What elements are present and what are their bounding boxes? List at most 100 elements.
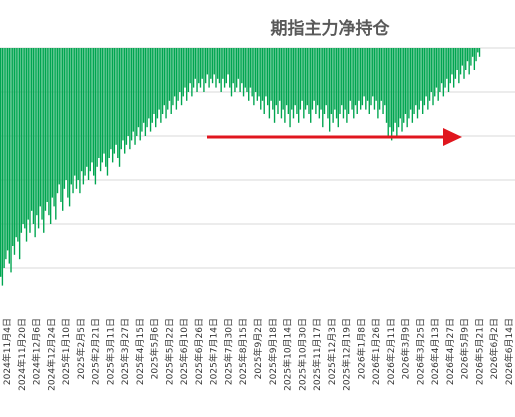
- bar: [279, 48, 281, 101]
- bar: [456, 48, 458, 70]
- bar: [179, 48, 181, 92]
- bar: [132, 48, 135, 132]
- bar: [356, 48, 358, 114]
- bar: [444, 48, 446, 88]
- bar: [325, 48, 327, 106]
- bar: [446, 48, 448, 79]
- bar: [86, 48, 88, 167]
- x-tick-label: 2025年5月22日: [163, 318, 175, 385]
- bar: [341, 48, 343, 106]
- bar: [110, 48, 112, 150]
- bar: [287, 48, 290, 114]
- bar: [8, 48, 10, 264]
- bar: [428, 48, 431, 101]
- bar: [280, 48, 283, 119]
- bar: [390, 48, 393, 141]
- bar: [124, 48, 126, 154]
- bar: [268, 48, 271, 119]
- bar: [301, 48, 303, 101]
- bars: [0, 48, 481, 286]
- bar: [34, 48, 36, 238]
- bar: [432, 48, 434, 106]
- bar: [1, 48, 4, 286]
- bar: [440, 48, 443, 84]
- bar: [139, 48, 141, 141]
- bar: [192, 48, 195, 88]
- bar: [117, 48, 119, 158]
- bar: [263, 48, 265, 114]
- bar: [51, 48, 54, 198]
- bar: [335, 48, 338, 119]
- bar: [277, 48, 279, 114]
- bar: [466, 48, 469, 62]
- bar: [12, 48, 14, 246]
- bar: [385, 48, 388, 123]
- bar: [375, 48, 377, 101]
- bar: [306, 48, 308, 106]
- bar: [101, 48, 103, 163]
- x-tick-label: 2026年5月9日: [459, 318, 471, 379]
- x-tick-label: 2024年12月6日: [31, 318, 43, 385]
- bar: [351, 48, 353, 110]
- bar: [105, 48, 107, 167]
- bar: [168, 48, 171, 101]
- x-tick-label: 2025年6月10日: [178, 318, 190, 385]
- x-tick-label: 2024年12月24日: [45, 318, 57, 391]
- bar: [235, 48, 238, 88]
- bar: [478, 48, 481, 57]
- bar: [323, 48, 326, 114]
- bar: [260, 48, 262, 110]
- bar: [125, 48, 128, 145]
- bar: [29, 48, 31, 233]
- bar: [344, 48, 346, 110]
- bar: [234, 48, 236, 92]
- bar: [239, 48, 241, 92]
- bar: [199, 48, 202, 88]
- bar: [215, 48, 217, 88]
- bar: [246, 48, 248, 92]
- x-tick-label: 2026年4月13日: [429, 318, 441, 385]
- bar: [406, 48, 408, 128]
- x-axis-labels: 2024年11月4日 2024年11月20日 2024年12月6日 2024年12月2…: [1, 318, 515, 391]
- bar: [437, 48, 439, 101]
- x-tick-label: 2026年6月14日: [503, 318, 515, 385]
- x-tick-label: 2025年9月2日: [252, 318, 264, 379]
- bar: [89, 48, 91, 172]
- bar: [18, 48, 21, 260]
- bar: [46, 48, 48, 202]
- bar: [354, 48, 357, 106]
- bar: [182, 48, 184, 97]
- x-tick-label: 2025年12月19日: [341, 318, 353, 391]
- bar: [413, 48, 415, 114]
- x-tick-label: 2026年4月27日: [444, 318, 456, 385]
- bar: [127, 48, 129, 136]
- bar: [204, 48, 207, 84]
- bar: [142, 48, 145, 123]
- bar: [463, 48, 465, 79]
- bar: [346, 48, 348, 123]
- bar: [161, 48, 164, 114]
- bar: [434, 48, 436, 97]
- bar: [372, 48, 374, 97]
- bar: [253, 48, 255, 106]
- bar: [230, 48, 233, 97]
- bar: [285, 48, 288, 106]
- bar: [411, 48, 414, 123]
- bar: [229, 48, 231, 88]
- x-tick-label: 2026年5月21日: [474, 318, 486, 385]
- bar: [289, 48, 291, 128]
- chart-title: 期指主力净持仓: [270, 19, 390, 39]
- bar: [80, 48, 83, 172]
- x-tick-label: 2025年7月14日: [208, 318, 220, 385]
- bar: [458, 48, 460, 84]
- bar: [184, 48, 186, 88]
- bar: [382, 48, 384, 114]
- bar: [94, 48, 97, 185]
- bar: [291, 48, 293, 110]
- bar: [397, 48, 400, 128]
- bar: [56, 48, 59, 194]
- bar: [153, 48, 155, 114]
- bar: [468, 48, 470, 75]
- bar: [113, 48, 116, 154]
